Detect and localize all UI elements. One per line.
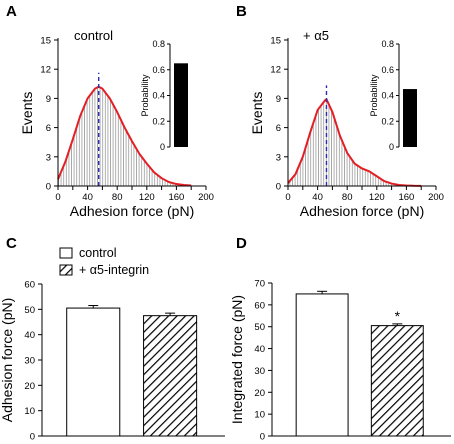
- panel-a-y-tick-label: 9: [46, 94, 51, 105]
- panel-d-y-tick-label: 70: [254, 279, 265, 290]
- panel-a-y-axis-label: Events: [19, 92, 35, 135]
- panel-d-y-tick-label: 30: [254, 366, 265, 377]
- panel-a-y-tick-label: 15: [40, 36, 51, 47]
- panel-c-bar-chart: 0 10 20 30 40 50 60 Adhesion force (pN): [0, 280, 225, 443]
- panel-d-bar-a5-integrin: [370, 325, 424, 437]
- panel-b-inset-bar: [403, 89, 417, 147]
- panel-d-y-tick-label: 20: [254, 388, 265, 399]
- panel-a-inset-y-axis-label: Probability: [140, 74, 150, 117]
- panel-letter-a: A: [6, 3, 17, 20]
- panel-a-x-tick-label: 120: [139, 192, 155, 203]
- panel-b-fit-curve: [287, 97, 422, 187]
- panel-b-inset-y-tick-label: 0.8: [381, 39, 394, 49]
- panel-b-area-fill: [288, 99, 422, 186]
- panel-b-y-tick-label: 0: [276, 182, 281, 193]
- panel-d-y-tick-label: 0: [260, 432, 265, 443]
- legend-label-control: control: [79, 246, 117, 260]
- panel-a-fit-curve: [57, 85, 192, 187]
- panel-a-area-fill: [58, 86, 192, 186]
- panel-b-y-tick-label: 6: [276, 123, 281, 134]
- panel-d-bar-control: [295, 293, 349, 437]
- panel-c-y-tick-label: 60: [24, 280, 35, 291]
- panel-letter-c: C: [6, 235, 17, 252]
- panel-a-x-tick-label: 80: [112, 192, 123, 203]
- panel-a-y-tick-label: 3: [46, 152, 51, 163]
- panel-a-inset-y-tick-label: 0.6: [152, 65, 165, 75]
- panel-b-y-axis-label: Events: [249, 92, 265, 135]
- panel-d-y-tick-label: 60: [254, 300, 265, 311]
- panel-b-x-tick-label: 160: [398, 192, 414, 203]
- panel-a-x-tick-label: 40: [82, 192, 93, 203]
- panel-c-y-tick-label: 20: [24, 381, 35, 392]
- panel-c-bar-a5-integrin: [143, 315, 198, 437]
- panel-b-inset-y-tick-label: 0.4: [381, 91, 394, 101]
- panel-b-x-tick-label: 120: [369, 192, 385, 203]
- panel-d-y-axis-label: Integrated force (pN): [229, 295, 245, 424]
- panel-b-inset-y-axis-label: Probability: [369, 74, 379, 117]
- panel-a-y-tick-label: 6: [46, 123, 51, 134]
- legend-label-a5-integrin: + α5-integrin: [79, 263, 149, 277]
- panel-letter-b: B: [236, 3, 247, 20]
- panel-a-y-tick-label: 0: [46, 182, 51, 193]
- panel-a-inset-bar: [174, 63, 188, 147]
- panel-c-y-tick-label: 50: [24, 305, 35, 316]
- panel-c-y-tick-label: 0: [30, 432, 35, 443]
- panel-a-inset-y-tick-label: 0.8: [152, 39, 165, 49]
- panel-b-y-tick-label: 3: [276, 152, 281, 163]
- panel-a-y-tick-label: 12: [40, 65, 51, 76]
- panel-a-x-tick-label: 200: [198, 192, 214, 203]
- condition-label-b: + α5: [303, 28, 329, 43]
- legend-swatch-control: [59, 247, 73, 259]
- panel-b-inset-y-tick-label: 0.2: [381, 116, 394, 126]
- panel-c-y-tick-label: 40: [24, 330, 35, 341]
- legend-swatch-a5-integrin: [59, 264, 73, 276]
- panel-a-inset-y-tick-label: 0.4: [152, 91, 165, 101]
- panel-b-y-tick-label: 12: [270, 65, 281, 76]
- panel-b-y-tick-label: 9: [276, 94, 281, 105]
- panel-d-significance-marker: *: [395, 308, 401, 324]
- panel-b-x-tick-label: 80: [342, 192, 353, 203]
- panel-b-x-tick-label: 0: [285, 192, 290, 203]
- panel-b-x-tick-label: 40: [312, 192, 323, 203]
- panel-d-bar-chart: 0 10 20 30 40 50 60 70 Integrated force (pN) *: [229, 279, 451, 443]
- panel-a-inset-y-tick-label: 0.2: [152, 116, 165, 126]
- panel-a-inset-y-tick-label: 0: [160, 142, 165, 152]
- panel-c-y-tick-label: 10: [24, 406, 35, 417]
- legend: control + α5-integrin: [59, 246, 149, 277]
- panel-c-y-tick-label: 30: [24, 356, 35, 367]
- panel-b-y-tick-label: 15: [270, 36, 281, 47]
- panel-letter-d: D: [236, 235, 247, 252]
- panel-c-bar-control: [66, 307, 121, 437]
- panel-d-y-tick-label: 10: [254, 410, 265, 421]
- panel-b-x-axis-label: Adhesion force (pN): [300, 203, 425, 219]
- panel-a-x-tick-label: 0: [55, 192, 60, 203]
- panel-a-x-tick-label: 160: [168, 192, 184, 203]
- panel-b-inset-y-tick-label: 0: [389, 142, 394, 152]
- condition-label-a: control: [74, 28, 113, 43]
- panel-d-y-tick-label: 50: [254, 322, 265, 333]
- panel-b-x-tick-label: 200: [428, 192, 444, 203]
- panel-a-x-axis-label: Adhesion force (pN): [70, 203, 195, 219]
- panel-d-y-tick-label: 40: [254, 344, 265, 355]
- panel-c-y-axis-label: Adhesion force (pN): [0, 298, 15, 423]
- panel-b-inset-y-tick-label: 0.6: [381, 65, 394, 75]
